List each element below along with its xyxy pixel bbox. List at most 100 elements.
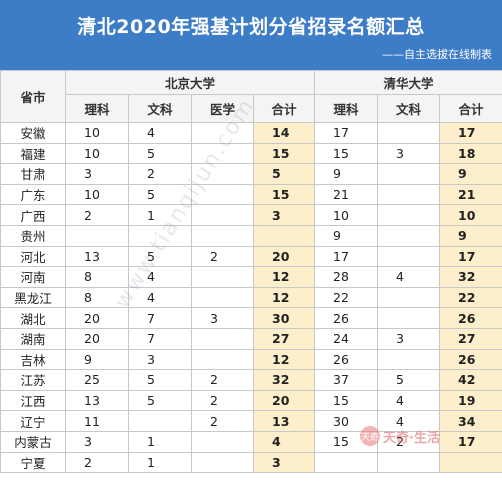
cell-thu-total: 9: [439, 224, 502, 247]
cell-pku-arts: 2: [128, 163, 192, 185]
table-header-banner: 清北2020年强基计划分省招录名额汇总 ——自主选拔在线制表: [0, 0, 502, 70]
table-row: 辽宁 11 2 13 30 4 34: [0, 410, 502, 432]
cell-pku-science: 20: [65, 327, 129, 350]
cell-pku-science: 13: [65, 245, 129, 268]
cell-pku-total: 3: [252, 204, 316, 226]
table-row: 江西 13 5 2 20 15 4 19: [0, 389, 502, 412]
table-row: 湖北 20 7 3 30 26 26: [0, 307, 502, 329]
cell-thu-total: 34: [439, 410, 502, 432]
cell-pku-total: 27: [252, 327, 316, 350]
cell-pku-medicine: [191, 327, 254, 350]
table-row: 江苏 25 5 2 32 37 5 42: [0, 369, 502, 391]
cell-province: 广西: [0, 204, 66, 226]
cell-thu-arts: [377, 183, 441, 206]
cell-pku-science: 9: [65, 348, 129, 371]
cell-thu-arts: 2: [377, 430, 441, 453]
cell-pku-medicine: [191, 183, 254, 206]
cell-thu-science: 17: [314, 245, 379, 268]
col-thu-total: 合计: [439, 94, 502, 123]
cell-pku-medicine: [191, 430, 254, 453]
cell-province: 广东: [0, 183, 66, 206]
table-row: 河南 8 4 12 28 4 32: [0, 266, 502, 288]
cell-pku-medicine: [191, 348, 254, 371]
cell-pku-medicine: [191, 204, 254, 226]
cell-thu-total: 17: [439, 245, 502, 268]
cell-pku-arts: [128, 410, 192, 432]
cell-pku-total: 30: [252, 307, 316, 329]
cell-pku-science: 3: [65, 163, 129, 185]
cell-thu-total: 26: [439, 348, 502, 371]
cell-province: 黑龙江: [0, 286, 66, 309]
table-row: 内蒙古 3 1 4 15 2 17: [0, 430, 502, 453]
cell-thu-total: 10: [439, 204, 502, 226]
cell-pku-arts: 7: [128, 307, 192, 329]
cell-pku-arts: 1: [128, 451, 192, 474]
cell-pku-total: 14: [252, 122, 316, 144]
cell-pku-total: 15: [252, 183, 316, 206]
cell-thu-arts: 3: [377, 327, 441, 350]
cell-thu-science: 37: [314, 369, 379, 391]
cell-province: 河南: [0, 266, 66, 288]
cell-pku-medicine: [191, 451, 254, 474]
cell-pku-science: 8: [65, 266, 129, 288]
col-thu-header: 清华大学: [314, 70, 502, 95]
cell-thu-science: 9: [314, 224, 379, 247]
cell-thu-arts: [377, 286, 441, 309]
cell-thu-arts: [377, 307, 441, 329]
table-row: 吉林 9 3 12 26 26: [0, 348, 502, 371]
cell-pku-arts: 7: [128, 327, 192, 350]
cell-thu-arts: [377, 451, 441, 474]
cell-pku-medicine: 2: [191, 389, 254, 412]
cell-pku-medicine: [191, 286, 254, 309]
cell-pku-total: 13: [252, 410, 316, 432]
cell-pku-arts: 5: [128, 183, 192, 206]
table-row: 广东 10 5 15 21 21: [0, 183, 502, 206]
cell-pku-science: 8: [65, 286, 129, 309]
page-subtitle: ——自主选拔在线制表: [382, 48, 492, 61]
cell-thu-arts: [377, 204, 441, 226]
table-row: 福建 10 5 15 15 3 18: [0, 142, 502, 165]
cell-thu-science: [314, 451, 379, 474]
table-row: 贵州 9 9: [0, 224, 502, 247]
cell-thu-arts: 4: [377, 266, 441, 288]
cell-thu-science: 26: [314, 348, 379, 371]
table-row: 宁夏 2 1 3: [0, 451, 502, 474]
cell-pku-science: 11: [65, 410, 129, 432]
cell-province: 江苏: [0, 369, 66, 391]
cell-province: 吉林: [0, 348, 66, 371]
col-thu-science: 理科: [314, 94, 379, 123]
cell-province: 湖南: [0, 327, 66, 350]
cell-thu-arts: 5: [377, 369, 441, 391]
cell-pku-arts: 4: [128, 286, 192, 309]
cell-thu-arts: 4: [377, 389, 441, 412]
cell-pku-medicine: [191, 122, 254, 144]
cell-pku-medicine: [191, 163, 254, 185]
table-row: 安徽 10 4 14 17 17: [0, 122, 502, 144]
cell-pku-medicine: 2: [191, 245, 254, 268]
table-row: 黑龙江 8 4 12 22 22: [0, 286, 502, 309]
cell-pku-total: 15: [252, 142, 316, 165]
table-row: 湖南 20 7 27 24 3 27: [0, 327, 502, 350]
cell-thu-science: 30: [314, 410, 379, 432]
cell-province: 河北: [0, 245, 66, 268]
cell-thu-arts: 3: [377, 142, 441, 165]
cell-province: 安徽: [0, 122, 66, 144]
col-thu-arts: 文科: [377, 94, 441, 123]
cell-pku-total: 12: [252, 266, 316, 288]
cell-thu-science: 22: [314, 286, 379, 309]
cell-pku-medicine: 3: [191, 307, 254, 329]
cell-pku-total: [252, 224, 316, 247]
cell-pku-science: 25: [65, 369, 129, 391]
cell-thu-total: 21: [439, 183, 502, 206]
cell-thu-arts: [377, 163, 441, 185]
cell-pku-medicine: [191, 142, 254, 165]
table-row: 广西 2 1 3 10 10: [0, 204, 502, 226]
cell-thu-total: [439, 451, 502, 474]
cell-thu-arts: [377, 122, 441, 144]
cell-pku-total: 5: [252, 163, 316, 185]
cell-pku-arts: 4: [128, 122, 192, 144]
cell-thu-total: 42: [439, 369, 502, 391]
cell-thu-science: 24: [314, 327, 379, 350]
cell-thu-total: 17: [439, 430, 502, 453]
cell-province: 甘肃: [0, 163, 66, 185]
